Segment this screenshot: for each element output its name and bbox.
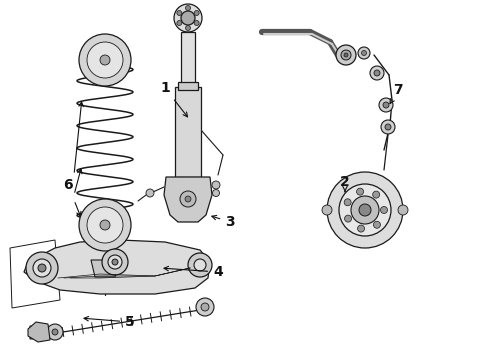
Circle shape	[196, 298, 214, 316]
Circle shape	[181, 11, 195, 25]
Polygon shape	[91, 260, 119, 277]
Circle shape	[180, 191, 196, 207]
Circle shape	[351, 196, 379, 224]
Circle shape	[398, 205, 408, 215]
Circle shape	[112, 259, 118, 265]
Circle shape	[359, 204, 371, 216]
Circle shape	[212, 181, 220, 189]
Polygon shape	[164, 177, 212, 222]
Circle shape	[336, 45, 356, 65]
Circle shape	[194, 21, 199, 26]
Circle shape	[26, 252, 58, 284]
Bar	[181, 32, 195, 87]
Circle shape	[102, 249, 128, 275]
Circle shape	[358, 225, 365, 232]
Circle shape	[357, 188, 364, 195]
Circle shape	[52, 329, 58, 335]
Circle shape	[177, 21, 182, 26]
Text: 6: 6	[63, 178, 73, 192]
Circle shape	[100, 220, 110, 230]
Polygon shape	[24, 240, 210, 294]
Circle shape	[344, 215, 351, 222]
Circle shape	[344, 199, 351, 206]
Circle shape	[47, 324, 63, 340]
Circle shape	[341, 50, 351, 60]
Circle shape	[381, 207, 388, 213]
Circle shape	[33, 259, 51, 277]
Circle shape	[322, 205, 332, 215]
Circle shape	[87, 42, 123, 78]
Polygon shape	[28, 322, 50, 342]
Circle shape	[108, 255, 122, 269]
Circle shape	[379, 98, 393, 112]
Circle shape	[327, 172, 403, 248]
Circle shape	[79, 34, 131, 86]
Circle shape	[373, 221, 380, 228]
Circle shape	[358, 47, 370, 59]
Circle shape	[381, 120, 395, 134]
Circle shape	[383, 102, 389, 108]
Circle shape	[194, 259, 206, 271]
Text: 3: 3	[212, 215, 235, 229]
Text: 5: 5	[84, 315, 135, 329]
Circle shape	[174, 4, 202, 32]
Text: 4: 4	[164, 265, 223, 279]
Circle shape	[370, 66, 384, 80]
Text: 2: 2	[340, 175, 350, 192]
Text: 1: 1	[160, 81, 188, 117]
Circle shape	[87, 207, 123, 243]
Polygon shape	[30, 326, 50, 339]
Circle shape	[177, 10, 182, 15]
Circle shape	[100, 55, 110, 65]
Circle shape	[344, 53, 348, 57]
Circle shape	[146, 189, 154, 197]
Circle shape	[188, 253, 212, 277]
Bar	[175, 87, 201, 177]
Circle shape	[374, 70, 380, 76]
Circle shape	[385, 124, 391, 130]
Circle shape	[213, 189, 220, 197]
Bar	[178, 82, 198, 90]
Circle shape	[79, 199, 131, 251]
Circle shape	[185, 196, 191, 202]
Circle shape	[201, 303, 209, 311]
Circle shape	[373, 191, 380, 198]
Circle shape	[186, 5, 191, 10]
Circle shape	[186, 26, 191, 31]
Circle shape	[38, 264, 46, 272]
Circle shape	[339, 184, 391, 236]
Text: 7: 7	[390, 83, 403, 104]
Circle shape	[362, 50, 367, 55]
Circle shape	[194, 10, 199, 15]
